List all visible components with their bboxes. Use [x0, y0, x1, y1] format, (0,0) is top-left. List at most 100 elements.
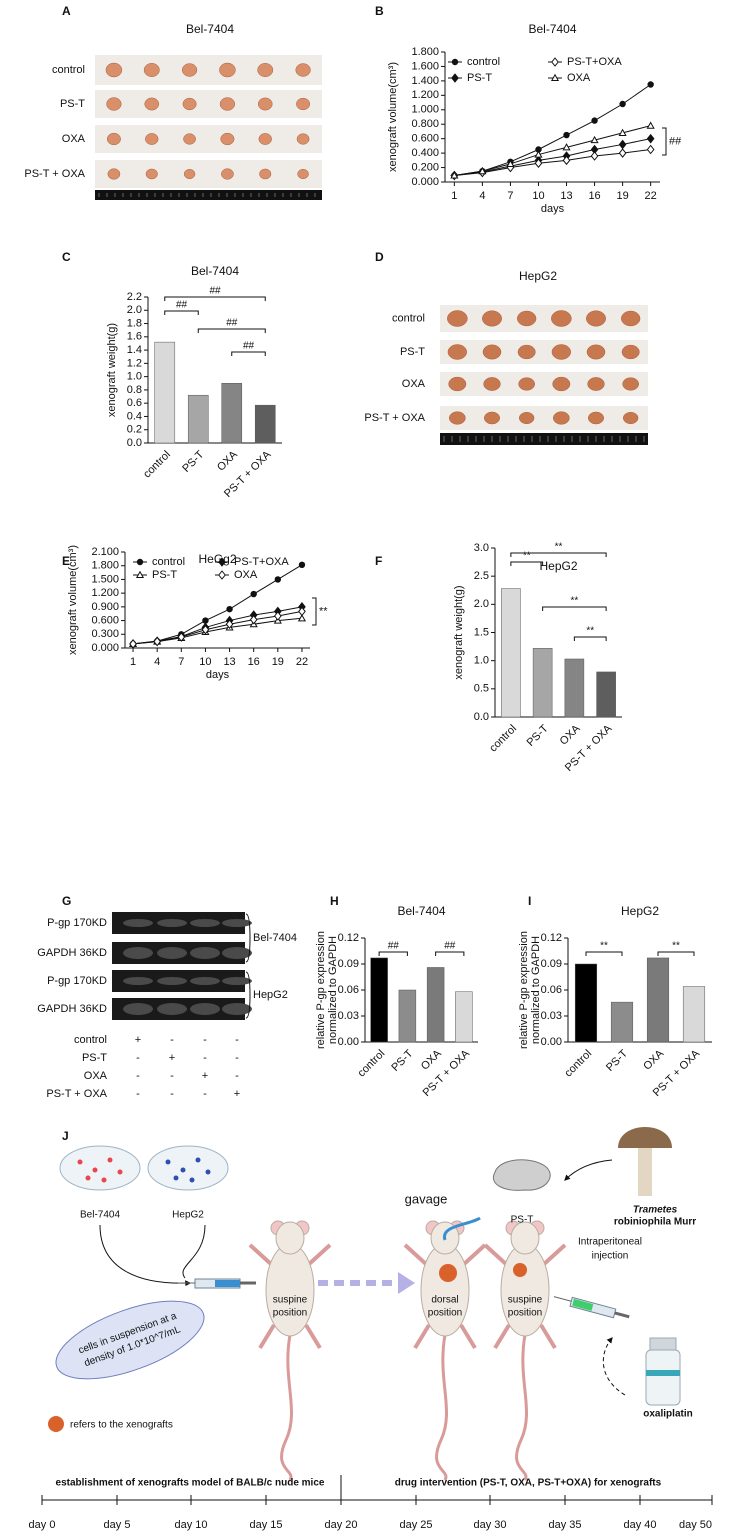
tumor	[258, 133, 272, 145]
blot-band	[222, 1003, 252, 1015]
photo-row-label: OXA	[402, 378, 426, 390]
chart-title: HepG2	[539, 559, 577, 573]
schematic: Bel-7404 HepG2 cells in suspension at a …	[48, 1127, 696, 1482]
powder	[492, 1159, 551, 1191]
marker	[250, 590, 257, 598]
significance-label: **	[555, 542, 563, 553]
marker	[618, 139, 627, 150]
blot-band	[123, 919, 153, 927]
legend-label: PS-T+OXA	[567, 56, 622, 68]
tumor	[145, 168, 158, 180]
chart-title: HepG2	[621, 904, 659, 918]
significance-bracket	[312, 597, 317, 626]
y-tick-label: 1.4	[127, 344, 142, 356]
photo-strip	[440, 372, 648, 396]
cell-line-label: HepG2	[253, 989, 288, 1001]
x-tick-label: 4	[479, 190, 485, 202]
marker	[563, 131, 570, 139]
marker	[478, 166, 487, 175]
photo-strip	[95, 90, 322, 118]
x-tick-label: 19	[616, 190, 628, 202]
significance-bracket	[573, 636, 607, 641]
day-label: day 30	[473, 1519, 506, 1531]
mouse-label: suspine	[508, 1295, 543, 1306]
legend-label: control	[152, 556, 185, 568]
band-label: P-gp 170KD	[47, 975, 107, 987]
y-tick-label: 0.12	[338, 932, 359, 944]
vial	[645, 1349, 681, 1406]
tumor	[144, 97, 160, 111]
drug-label: oxaliplatin	[643, 1409, 692, 1420]
tumor	[183, 168, 196, 180]
legend-marker	[218, 570, 226, 580]
group-label: PS-T + OXA	[46, 1088, 107, 1100]
y-tick-label: 0.200	[411, 161, 439, 173]
x-tick-label: 7	[507, 190, 513, 202]
x-tick-label: 13	[223, 656, 235, 668]
tumor	[220, 132, 235, 146]
cell-line-bracket	[245, 913, 251, 963]
blot-band	[123, 1003, 153, 1015]
x-tick-label: OXA	[558, 722, 583, 747]
significance-label: ##	[669, 135, 682, 147]
bar	[254, 404, 276, 444]
panel-letter: J	[62, 1129, 69, 1143]
significance-label: **	[586, 626, 594, 637]
y-tick-label: 2.100	[91, 546, 119, 558]
bar	[610, 1001, 634, 1043]
x-axis-label: days	[206, 669, 230, 681]
day-label: day 35	[548, 1519, 581, 1531]
band-label: GAPDH 36KD	[37, 1003, 107, 1015]
y-tick-label: 0.600	[91, 614, 119, 626]
mouse-label: dorsal	[431, 1295, 458, 1306]
photo-row-label: PS-T + OXA	[364, 412, 425, 424]
legend-marker	[136, 558, 144, 566]
tumor	[482, 344, 502, 360]
phase-label: drug intervention (PS-T, OXA, PS-T+OXA) …	[395, 1478, 662, 1489]
y-axis-label: relative P-gp expression	[518, 931, 530, 1049]
y-tick-label: 2.2	[127, 291, 142, 303]
chart-title: Bel-7404	[528, 22, 576, 36]
day-label: day 5	[104, 1519, 131, 1531]
x-tick-label: PS-T	[525, 722, 551, 748]
x-axis-label: days	[541, 203, 565, 215]
marker	[297, 614, 307, 622]
group-sign: -	[170, 1088, 174, 1100]
tumor	[621, 344, 640, 360]
mouse	[403, 1219, 487, 1482]
photo-strip	[95, 125, 322, 153]
blot-band	[157, 919, 187, 927]
legend-marker	[218, 557, 226, 567]
photo-strip	[440, 340, 648, 364]
marker	[646, 144, 655, 155]
significance-bracket	[510, 552, 607, 557]
y-tick-label: 1.000	[411, 104, 439, 116]
marker	[562, 143, 571, 151]
arrow	[602, 1337, 626, 1396]
gavage-label: gavage	[405, 1191, 448, 1206]
group-label: PS-T	[82, 1052, 107, 1064]
legend-label: control	[467, 56, 500, 68]
marker	[129, 639, 137, 649]
blot-band	[190, 919, 220, 927]
tumor	[143, 63, 160, 77]
significance-bracket	[164, 310, 199, 315]
ruler	[95, 190, 322, 200]
significance-bracket	[164, 296, 266, 301]
marker	[590, 151, 599, 161]
fungus-label: robiniophila Murr	[614, 1217, 696, 1228]
legend-marker	[551, 57, 559, 67]
y-tick-label: 1.200	[91, 587, 119, 599]
y-tick-label: 0.03	[541, 1010, 562, 1022]
y-tick-label: 1.5	[474, 626, 489, 638]
legend-label: OXA	[567, 72, 591, 84]
tumor	[296, 97, 311, 111]
marker	[618, 128, 627, 136]
bar	[426, 967, 445, 1043]
arrow	[564, 1159, 613, 1181]
blot-band	[123, 947, 153, 959]
y-tick-label: 0.000	[91, 642, 119, 654]
cell-line-bracket	[245, 971, 251, 1019]
significance-label: ##	[176, 300, 188, 311]
legend-marker	[451, 73, 459, 83]
